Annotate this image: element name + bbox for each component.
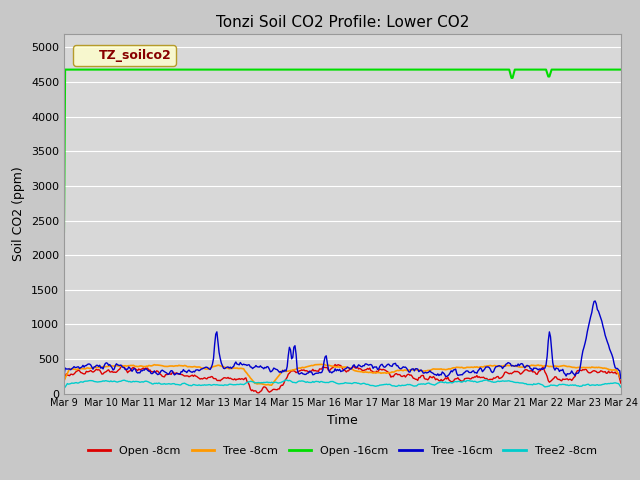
Open -16cm bbox=[605, 67, 612, 72]
Tree2 -8cm bbox=[60, 385, 68, 391]
Line: Open -8cm: Open -8cm bbox=[64, 364, 621, 393]
Open -16cm bbox=[326, 67, 333, 72]
Tree2 -8cm bbox=[282, 377, 290, 383]
Open -8cm bbox=[364, 366, 371, 372]
Tree -16cm bbox=[617, 375, 625, 381]
Open -8cm bbox=[326, 368, 333, 373]
Open -16cm bbox=[61, 67, 69, 72]
Tree -16cm bbox=[60, 373, 68, 379]
Tree -8cm bbox=[364, 369, 371, 375]
Line: Tree -8cm: Tree -8cm bbox=[64, 364, 621, 385]
Open -8cm bbox=[329, 365, 337, 371]
Tree -8cm bbox=[606, 367, 614, 372]
Tree -8cm bbox=[330, 364, 338, 370]
Tree2 -8cm bbox=[393, 384, 401, 389]
Open -8cm bbox=[60, 377, 68, 383]
Open -8cm bbox=[617, 380, 625, 386]
Tree -16cm bbox=[328, 370, 335, 376]
Tree -8cm bbox=[268, 383, 275, 388]
Tree -8cm bbox=[60, 378, 68, 384]
Open -16cm bbox=[362, 67, 370, 72]
Open -16cm bbox=[518, 67, 525, 72]
Tree2 -8cm bbox=[605, 381, 612, 386]
Tree -16cm bbox=[516, 361, 524, 367]
Tree -16cm bbox=[324, 366, 332, 372]
Tree -16cm bbox=[362, 361, 369, 367]
Tree -16cm bbox=[392, 360, 399, 366]
Y-axis label: Soil CO2 (ppm): Soil CO2 (ppm) bbox=[12, 166, 26, 261]
Tree2 -8cm bbox=[518, 380, 525, 386]
Open -8cm bbox=[606, 370, 614, 375]
Tree -8cm bbox=[617, 376, 625, 382]
Tree -16cm bbox=[591, 298, 599, 304]
Open -16cm bbox=[60, 228, 68, 234]
Open -8cm bbox=[519, 370, 527, 375]
Line: Open -16cm: Open -16cm bbox=[64, 70, 621, 231]
Tree -8cm bbox=[327, 363, 335, 369]
Open -16cm bbox=[617, 67, 625, 72]
Tree -8cm bbox=[519, 364, 527, 370]
Tree -8cm bbox=[394, 368, 401, 373]
Tree2 -8cm bbox=[326, 379, 333, 385]
Legend: Open -8cm, Tree -8cm, Open -16cm, Tree -16cm, Tree2 -8cm: Open -8cm, Tree -8cm, Open -16cm, Tree -… bbox=[84, 441, 601, 460]
Title: Tonzi Soil CO2 Profile: Lower CO2: Tonzi Soil CO2 Profile: Lower CO2 bbox=[216, 15, 469, 30]
Open -16cm bbox=[329, 67, 337, 72]
Open -8cm bbox=[332, 361, 339, 367]
Open -16cm bbox=[393, 67, 401, 72]
X-axis label: Time: Time bbox=[327, 414, 358, 427]
Line: Tree -16cm: Tree -16cm bbox=[64, 301, 621, 378]
Tree -8cm bbox=[318, 361, 326, 367]
Tree2 -8cm bbox=[362, 382, 370, 387]
Open -8cm bbox=[394, 372, 401, 378]
Open -8cm bbox=[254, 390, 262, 396]
Tree -16cm bbox=[605, 342, 612, 348]
Tree2 -8cm bbox=[617, 384, 625, 390]
Line: Tree2 -8cm: Tree2 -8cm bbox=[64, 380, 621, 388]
Tree2 -8cm bbox=[329, 379, 337, 384]
